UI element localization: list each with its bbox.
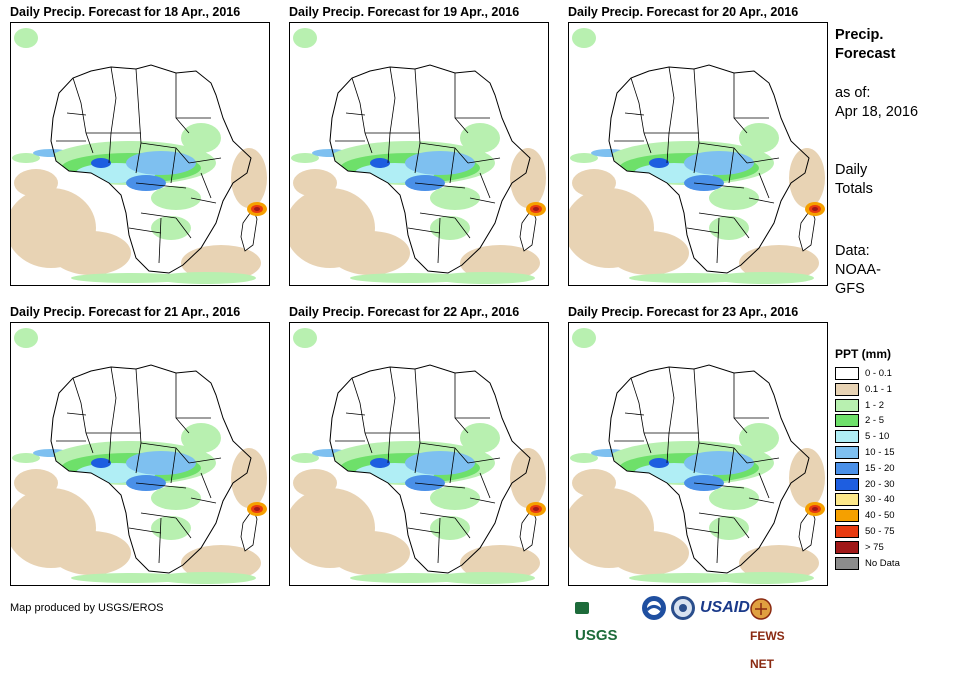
legend-label: 30 - 40 (865, 494, 895, 506)
legend-label: No Data (865, 557, 900, 569)
asof-block: as of: Apr 18, 2016 (835, 84, 918, 122)
data-line1: Data: (835, 243, 870, 259)
legend: 0 - 0.1 0.1 - 1 1 - 2 2 - 5 5 - 10 10 - 15 15 … (835, 366, 955, 571)
legend-swatch (835, 398, 859, 412)
legend-swatch (835, 540, 859, 554)
legend-swatch (835, 367, 859, 380)
legend-label: 5 - 10 (865, 431, 890, 443)
panel-title: Daily Precip. Forecast for 19 Apr., 2016 (289, 5, 520, 19)
asof-date: Apr 18, 2016 (835, 104, 919, 120)
fewsnet-logo: FEWS NET (750, 594, 785, 671)
legend-item: > 75 (835, 540, 955, 556)
panel-title: Daily Precip. Forecast for 20 Apr., 2016 (568, 5, 799, 19)
legend-swatch (835, 461, 859, 475)
legend-item: 50 - 75 (835, 524, 955, 540)
precip-map (10, 22, 270, 286)
legend-swatch (835, 524, 859, 538)
legend-label: 0 - 0.1 (865, 368, 892, 379)
legend-item: 0 - 0.1 (835, 366, 955, 382)
noaa-logo (641, 594, 667, 622)
precip-map (10, 322, 270, 586)
precip-map (289, 322, 549, 586)
data-line2: NOAA- (835, 262, 881, 278)
panel-title: Daily Precip. Forecast for 18 Apr., 2016 (10, 5, 241, 19)
legend-label: 2 - 5 (865, 415, 885, 427)
map-panel-5: Daily Precip. Forecast for 22 Apr., 2016 (289, 304, 549, 586)
panel-title: Daily Precip. Forecast for 21 Apr., 2016 (10, 305, 241, 319)
map-panel-3: Daily Precip. Forecast for 20 Apr., 2016 (568, 4, 828, 286)
legend-swatch (835, 445, 859, 459)
legend-label: 1 - 2 (865, 399, 885, 411)
precip-map (568, 22, 828, 286)
map-credit: Map produced by USGS/EROS (10, 602, 164, 614)
legend-label: 10 - 15 (865, 446, 895, 458)
asof-label: as of: (835, 85, 871, 101)
map-panel-2: Daily Precip. Forecast for 19 Apr., 2016 (289, 4, 549, 286)
legend-label: 50 - 75 (865, 525, 895, 537)
legend-item: 40 - 50 (835, 508, 955, 524)
map-panel-4: Daily Precip. Forecast for 21 Apr., 2016 (10, 304, 270, 586)
data-source-block: Data: NOAA- GFS (835, 242, 881, 299)
legend-label: 0.1 - 1 (865, 383, 892, 395)
legend-item: No Data (835, 556, 955, 572)
data-line3: GFS (835, 281, 865, 297)
panel-title: Daily Precip. Forecast for 23 Apr., 2016 (568, 305, 799, 319)
map-panel-1: Daily Precip. Forecast for 18 Apr., 2016 (10, 4, 270, 286)
map-panel-6: Daily Precip. Forecast for 23 Apr., 2016 (568, 304, 828, 586)
precip-map (568, 322, 828, 586)
legend-swatch (835, 477, 859, 491)
sidebar-title: Precip. Forecast (835, 26, 895, 64)
legend-swatch (835, 414, 859, 428)
legend-swatch (835, 509, 859, 523)
precip-map (289, 22, 549, 286)
legend-item: 15 - 20 (835, 461, 955, 477)
legend-item: 1 - 2 (835, 398, 955, 414)
legend-label: 15 - 20 (865, 462, 895, 474)
sidebar-title-line1: Precip. (835, 27, 884, 43)
legend-item: 0.1 - 1 (835, 382, 955, 398)
state-dept-seal-logo (670, 594, 696, 622)
legend-item: 30 - 40 (835, 492, 955, 508)
totals-block: Daily Totals (835, 161, 873, 199)
legend-swatch (835, 382, 859, 396)
totals-line1: Daily (835, 162, 868, 178)
legend-item: 5 - 10 (835, 429, 955, 445)
legend-swatch (835, 430, 859, 444)
legend-swatch (835, 556, 859, 570)
usgs-logo: USGS (575, 594, 618, 644)
legend-label: 40 - 50 (865, 510, 895, 522)
legend-label: 20 - 30 (865, 478, 895, 490)
legend-swatch (835, 493, 859, 507)
panel-title: Daily Precip. Forecast for 22 Apr., 2016 (289, 305, 520, 319)
sidebar-title-line2: Forecast (835, 46, 896, 62)
usaid-logo: USAID (700, 599, 750, 616)
legend-item: 10 - 15 (835, 445, 955, 461)
totals-line2: Totals (835, 181, 873, 197)
legend-title: PPT (mm) (835, 347, 892, 361)
legend-label: > 75 (865, 541, 884, 553)
legend-item: 2 - 5 (835, 413, 955, 429)
legend-item: 20 - 30 (835, 477, 955, 493)
